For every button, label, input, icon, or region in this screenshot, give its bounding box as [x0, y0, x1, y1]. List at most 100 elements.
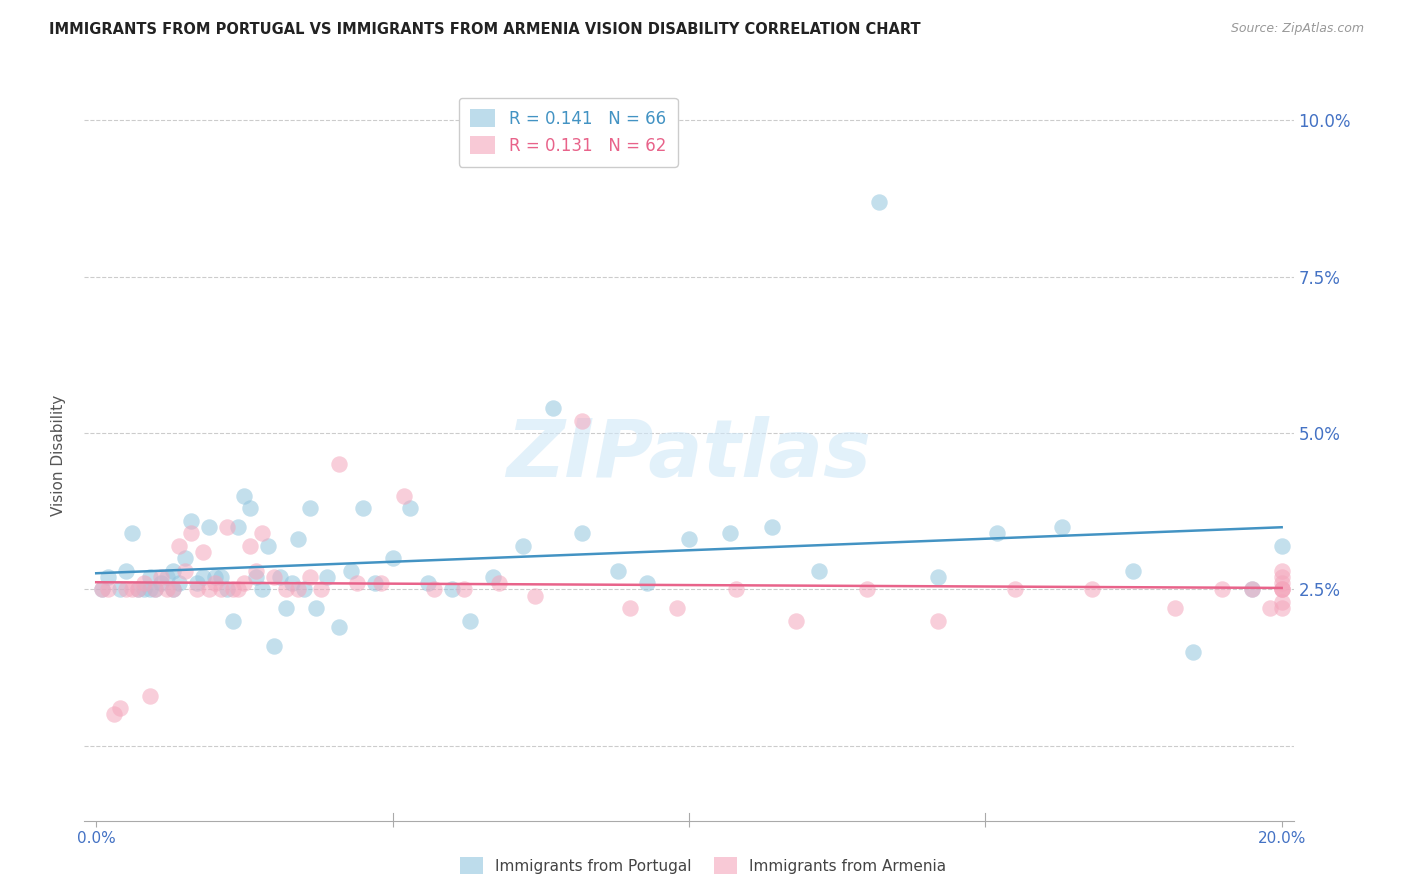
Point: [204, 570, 226, 584]
Point: [364, 576, 387, 591]
Point: [138, 689, 160, 703]
Point: [523, 589, 546, 603]
Point: [571, 413, 593, 427]
Point: [180, 514, 202, 528]
Point: [1122, 564, 1144, 578]
Point: [855, 582, 877, 597]
Point: [1271, 582, 1294, 597]
Point: [720, 526, 742, 541]
Point: [352, 501, 374, 516]
Point: [239, 539, 262, 553]
Point: [927, 570, 949, 584]
Point: [156, 570, 179, 584]
Point: [215, 582, 238, 597]
Point: [108, 582, 131, 597]
Point: [488, 576, 510, 591]
Point: [1271, 576, 1294, 591]
Point: [209, 570, 232, 584]
Point: [204, 576, 226, 591]
Y-axis label: Vision Disability: Vision Disability: [51, 394, 66, 516]
Point: [370, 576, 392, 591]
Point: [453, 582, 475, 597]
Point: [808, 564, 831, 578]
Point: [678, 533, 700, 547]
Point: [228, 520, 250, 534]
Point: [245, 570, 267, 584]
Point: [1271, 564, 1294, 578]
Point: [245, 564, 267, 578]
Point: [1271, 582, 1294, 597]
Point: [346, 576, 368, 591]
Text: IMMIGRANTS FROM PORTUGAL VS IMMIGRANTS FROM ARMENIA VISION DISABILITY CORRELATIO: IMMIGRANTS FROM PORTUGAL VS IMMIGRANTS F…: [49, 22, 921, 37]
Point: [228, 582, 250, 597]
Point: [381, 551, 404, 566]
Point: [127, 582, 149, 597]
Point: [162, 564, 184, 578]
Point: [150, 576, 173, 591]
Point: [233, 576, 256, 591]
Point: [263, 570, 285, 584]
Point: [191, 545, 214, 559]
Point: [281, 576, 304, 591]
Point: [287, 533, 309, 547]
Point: [571, 526, 593, 541]
Point: [1004, 582, 1026, 597]
Point: [1271, 595, 1294, 609]
Point: [239, 501, 262, 516]
Point: [927, 614, 949, 628]
Point: [541, 401, 564, 415]
Point: [725, 582, 748, 597]
Point: [666, 601, 689, 615]
Point: [209, 582, 232, 597]
Point: [162, 582, 184, 597]
Point: [1081, 582, 1104, 597]
Point: [132, 582, 155, 597]
Point: [103, 707, 125, 722]
Point: [1258, 601, 1281, 615]
Point: [482, 570, 505, 584]
Point: [399, 501, 422, 516]
Point: [328, 620, 350, 634]
Point: [121, 526, 143, 541]
Point: [1271, 570, 1294, 584]
Point: [394, 489, 416, 503]
Point: [221, 614, 243, 628]
Point: [138, 582, 160, 597]
Point: [167, 539, 190, 553]
Point: [138, 570, 160, 584]
Point: [97, 582, 120, 597]
Point: [606, 564, 628, 578]
Point: [1271, 601, 1294, 615]
Point: [186, 576, 208, 591]
Point: [274, 601, 297, 615]
Point: [156, 582, 179, 597]
Text: Source: ZipAtlas.com: Source: ZipAtlas.com: [1230, 22, 1364, 36]
Point: [512, 539, 534, 553]
Point: [250, 526, 273, 541]
Point: [311, 582, 333, 597]
Point: [257, 539, 280, 553]
Point: [986, 526, 1008, 541]
Point: [191, 570, 214, 584]
Point: [221, 582, 243, 597]
Point: [174, 551, 197, 566]
Point: [868, 194, 890, 209]
Point: [91, 582, 114, 597]
Point: [440, 582, 463, 597]
Point: [1052, 520, 1074, 534]
Point: [298, 501, 321, 516]
Point: [121, 582, 143, 597]
Point: [340, 564, 363, 578]
Point: [186, 582, 208, 597]
Legend: Immigrants from Portugal, Immigrants from Armenia: Immigrants from Portugal, Immigrants fro…: [454, 851, 952, 880]
Point: [1240, 582, 1263, 597]
Point: [198, 582, 221, 597]
Point: [215, 520, 238, 534]
Point: [97, 570, 120, 584]
Point: [269, 570, 291, 584]
Point: [263, 639, 285, 653]
Point: [785, 614, 807, 628]
Point: [287, 582, 309, 597]
Point: [145, 582, 167, 597]
Point: [233, 489, 256, 503]
